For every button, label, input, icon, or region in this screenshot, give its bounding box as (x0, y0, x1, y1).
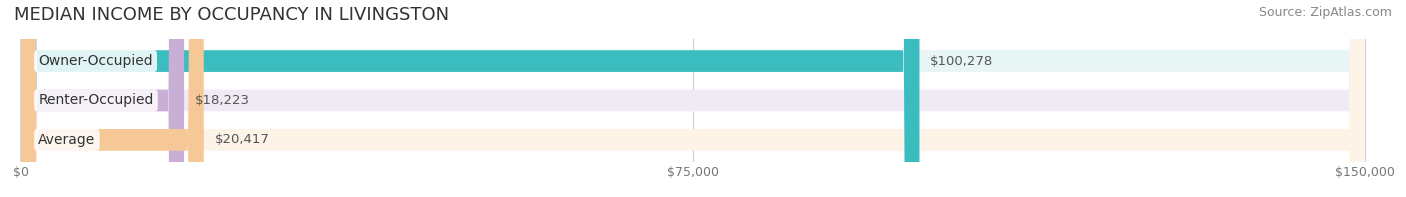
Text: Renter-Occupied: Renter-Occupied (38, 93, 153, 108)
Text: $20,417: $20,417 (215, 133, 270, 146)
FancyBboxPatch shape (21, 0, 1365, 197)
Text: $18,223: $18,223 (195, 94, 250, 107)
FancyBboxPatch shape (21, 0, 920, 197)
Text: $100,278: $100,278 (931, 55, 994, 68)
FancyBboxPatch shape (21, 0, 1365, 197)
Text: Source: ZipAtlas.com: Source: ZipAtlas.com (1258, 6, 1392, 19)
Text: Average: Average (38, 133, 96, 147)
FancyBboxPatch shape (21, 0, 184, 197)
FancyBboxPatch shape (21, 0, 1365, 197)
FancyBboxPatch shape (21, 0, 204, 197)
Text: MEDIAN INCOME BY OCCUPANCY IN LIVINGSTON: MEDIAN INCOME BY OCCUPANCY IN LIVINGSTON (14, 6, 449, 24)
Text: Owner-Occupied: Owner-Occupied (38, 54, 153, 68)
